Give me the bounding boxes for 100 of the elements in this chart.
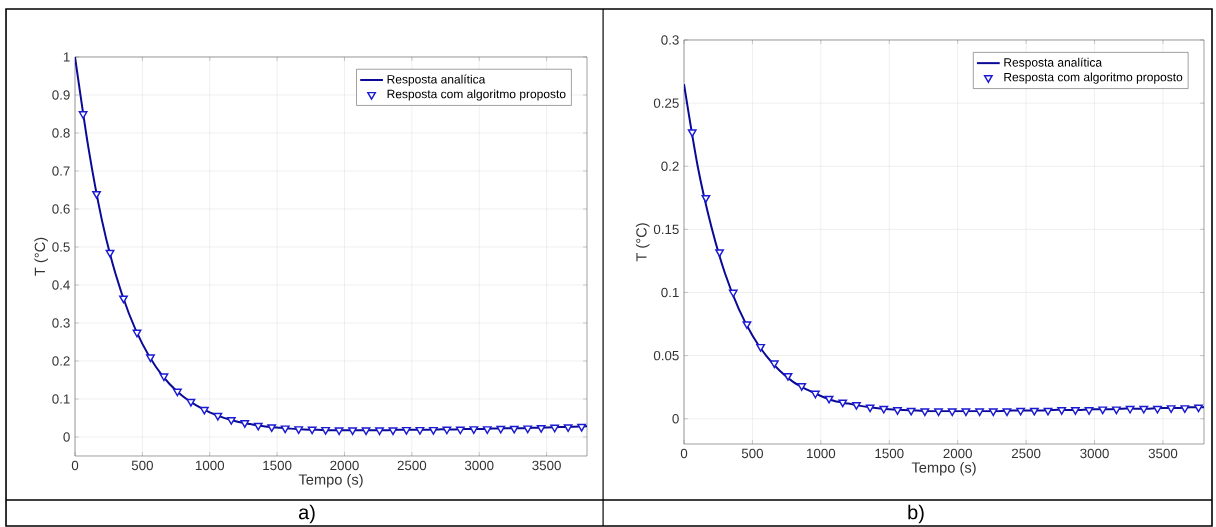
x-tick-label: 0	[71, 460, 79, 471]
y-tick-label: 0.7	[52, 166, 70, 176]
x-tick-label: 2500	[397, 460, 427, 471]
point	[742, 321, 752, 330]
point	[294, 426, 304, 435]
point	[906, 407, 916, 416]
point	[496, 425, 506, 434]
y-axis-title: T (°C)	[34, 237, 48, 276]
point	[1070, 407, 1080, 415]
x-tick-label: 2000	[943, 448, 972, 459]
point	[455, 426, 465, 435]
x-tick-label: 1500	[263, 460, 292, 471]
point	[132, 329, 142, 338]
x-tick-label: 1500	[875, 448, 904, 459]
point	[879, 405, 889, 414]
point	[469, 426, 479, 435]
y-tick-label: 0.25	[653, 98, 679, 108]
point	[769, 360, 779, 369]
x-tick-label: 500	[131, 460, 153, 471]
point	[1153, 405, 1162, 414]
y-tick-label: 0	[63, 432, 70, 442]
legend-label: Resposta analítica	[1004, 57, 1103, 70]
point	[1180, 405, 1190, 414]
x-tick-label: 3500	[1148, 448, 1178, 459]
legend-label: Resposta analítica	[387, 74, 486, 86]
point	[428, 426, 438, 435]
point	[975, 408, 985, 417]
point	[961, 408, 971, 417]
point	[78, 111, 88, 119]
point	[146, 354, 155, 363]
point	[267, 424, 277, 433]
point	[348, 427, 357, 436]
point	[240, 420, 250, 428]
y-tick-label: 0.05	[653, 350, 679, 361]
y-axis-title: T (°C)	[635, 223, 650, 262]
point	[810, 390, 820, 399]
point	[865, 404, 875, 413]
y-tick-label: 0.5	[52, 242, 70, 252]
point	[1098, 406, 1108, 415]
x-axis-title: Tempo (s)	[298, 473, 363, 488]
y-tick-label: 0.3	[661, 35, 679, 45]
point	[1084, 407, 1094, 415]
y-tick-label: 0.1	[661, 287, 679, 298]
y-tick-label: 0.4	[52, 280, 70, 290]
x-tick-label: 3500	[532, 460, 561, 471]
point	[1125, 405, 1135, 414]
point	[253, 422, 263, 431]
point	[1139, 405, 1149, 414]
point	[756, 343, 766, 352]
y-tick-label: 0	[672, 414, 679, 424]
point	[199, 406, 209, 415]
x-axis-title: Tempo (s)	[911, 461, 976, 476]
point	[375, 427, 384, 436]
y-tick-label: 0.3	[52, 318, 70, 328]
point	[523, 425, 533, 434]
text: a)	[298, 504, 315, 524]
point	[213, 412, 223, 421]
point	[1166, 405, 1176, 414]
point	[988, 408, 998, 417]
point	[388, 427, 398, 436]
x-tick-label: 0	[680, 448, 688, 459]
point	[321, 426, 331, 435]
point	[509, 425, 519, 434]
y-tick-label: 0.6	[52, 204, 70, 214]
x-tick-label: 1000	[807, 448, 836, 459]
legend-label: Resposta com algoritmo proposto	[1004, 72, 1183, 84]
point	[550, 424, 560, 433]
point	[1016, 407, 1026, 416]
point	[893, 407, 902, 415]
point	[119, 295, 128, 304]
y-tick-label: 1	[63, 52, 70, 62]
point	[1029, 407, 1039, 416]
point	[783, 372, 793, 381]
point	[159, 373, 169, 382]
point	[482, 426, 492, 435]
point	[934, 408, 943, 417]
point	[947, 408, 957, 417]
text: b)	[908, 504, 924, 524]
point	[402, 426, 411, 435]
point	[1002, 408, 1012, 417]
y-tick-label: 0.8	[52, 128, 70, 138]
point	[1043, 407, 1053, 416]
point	[172, 388, 182, 397]
point	[442, 426, 452, 435]
point	[186, 398, 196, 407]
point	[687, 129, 697, 138]
point	[280, 425, 290, 434]
point	[838, 399, 848, 408]
point	[1057, 407, 1067, 415]
point	[728, 289, 738, 298]
x-tick-label: 500	[741, 448, 764, 459]
x-tick-label: 3000	[1080, 448, 1109, 459]
point	[797, 383, 807, 391]
point	[536, 424, 546, 433]
legend-label: Resposta com algoritmo proposto	[387, 89, 566, 101]
point	[851, 401, 861, 410]
point	[415, 426, 425, 435]
x-tick-label: 1000	[195, 460, 225, 471]
point	[701, 194, 711, 203]
point	[920, 408, 930, 417]
